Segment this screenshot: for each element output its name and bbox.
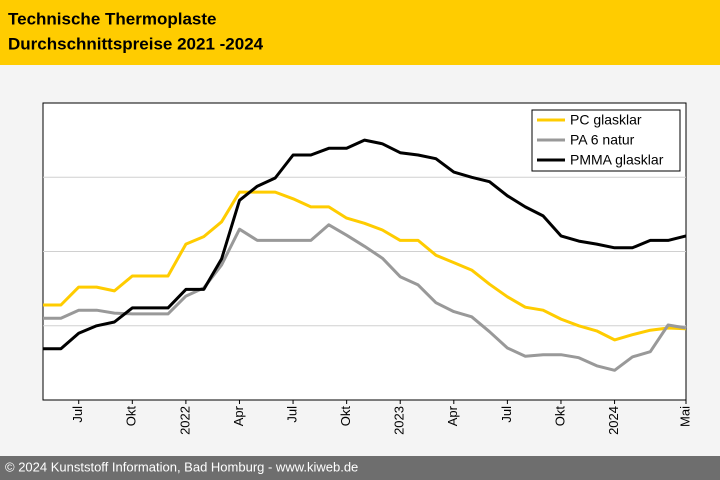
- x-tick-label: Jul: [70, 406, 85, 423]
- x-tick-label: Okt: [552, 406, 567, 427]
- x-tick-label: Apr: [445, 405, 460, 426]
- x-tick-label: Okt: [124, 406, 139, 427]
- series-line: [43, 223, 687, 372]
- x-tick-label: Jul: [284, 406, 299, 423]
- footer-band: [0, 456, 720, 480]
- x-tick-label: 2024: [606, 406, 621, 435]
- legend-label: PC glasklar: [570, 112, 642, 128]
- x-tick-label: Okt: [338, 406, 353, 427]
- legend-label: PA 6 natur: [570, 132, 635, 148]
- x-tick-label: Jul: [499, 406, 514, 423]
- chart-title: Durchschnittspreise 2021 -2024: [8, 34, 264, 53]
- x-tick-label: 2022: [177, 406, 192, 435]
- series-line: [43, 138, 687, 351]
- series-line: [43, 190, 687, 342]
- footer: © 2024 Kunststoff Information, Bad Hombu…: [5, 459, 358, 474]
- x-tick-label: 2023: [392, 406, 407, 435]
- chart-title: Technische Thermoplaste: [8, 9, 216, 28]
- legend-label: PMMA glasklar: [570, 152, 664, 168]
- x-tick-label: Mai: [677, 406, 692, 427]
- x-tick-label: Apr: [231, 405, 246, 426]
- header-band: [0, 0, 720, 65]
